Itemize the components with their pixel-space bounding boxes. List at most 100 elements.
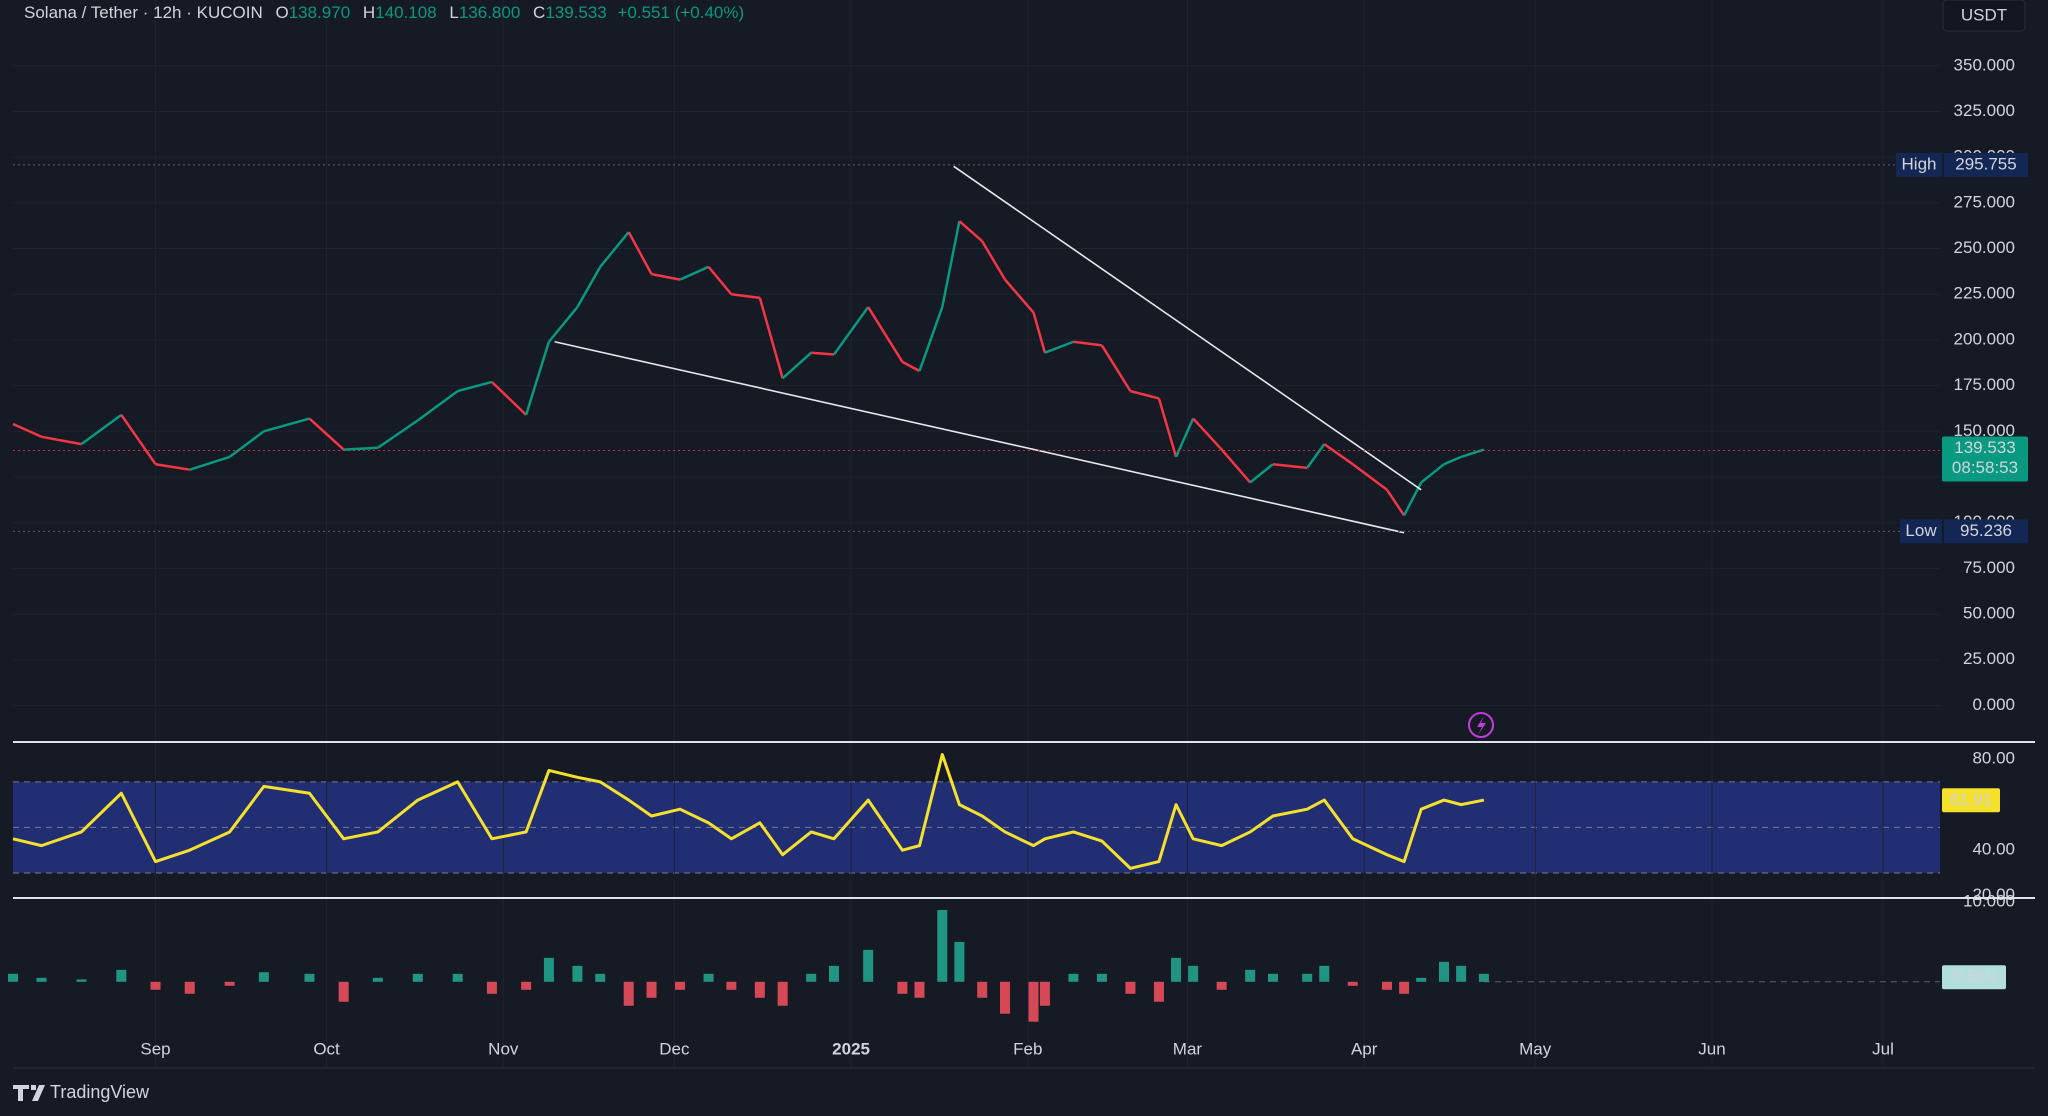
event-icon-bolt — [1477, 716, 1486, 735]
price-segment — [1044, 340, 1074, 354]
price-segment — [1272, 462, 1308, 470]
price-segment — [811, 351, 835, 356]
price-segment — [781, 351, 813, 380]
currency[interactable]: USDT — [1961, 5, 2007, 24]
low-line-value: 95.236 — [1960, 521, 2012, 540]
price-segment — [417, 390, 459, 422]
brand[interactable]: TradingView — [50, 1082, 150, 1102]
histogram-bar — [1216, 981, 1227, 990]
price-segment — [981, 240, 1007, 281]
histogram-bar — [595, 973, 606, 982]
x-tick-label: Feb — [1013, 1039, 1042, 1058]
y-tick-label: 25.000 — [1963, 649, 2015, 668]
high-line-value-tag — [1944, 152, 2028, 177]
price-segment — [679, 265, 710, 281]
price-segment — [343, 446, 378, 451]
x-tick-label: Jul — [1872, 1039, 1894, 1058]
last-price-tag — [1942, 436, 2028, 482]
histogram-bar — [1302, 973, 1313, 982]
histogram-bar — [1245, 969, 1256, 982]
histogram-bar — [777, 981, 788, 1006]
price-segment — [377, 419, 419, 449]
y-tick-label: 325.000 — [1954, 101, 2015, 120]
histogram-bar — [914, 981, 925, 998]
low-line-value-tag — [1944, 519, 2028, 544]
histogram-bar — [76, 979, 87, 982]
y-tick-label: 0.000 — [1972, 695, 2015, 714]
histogram-bar — [521, 981, 532, 990]
y-tick-label: 75.000 — [1963, 558, 2015, 577]
ohlc-key: O — [275, 3, 288, 22]
x-tick-label: Nov — [488, 1039, 519, 1058]
y-tick-label: 150.000 — [1954, 421, 2015, 440]
histogram-bar — [452, 973, 463, 982]
rsi-line — [12, 753, 1485, 870]
y-tick-label: 350.000 — [1954, 55, 2015, 74]
histogram-bar — [8, 973, 18, 982]
price-segment — [41, 435, 82, 446]
histogram-bar — [150, 981, 161, 990]
ohlc-key: C — [533, 3, 545, 22]
price-segment — [1443, 455, 1462, 466]
histogram-bar — [1096, 973, 1107, 982]
price-segment — [1323, 443, 1354, 466]
countdown: 08:58:53 — [1952, 458, 2018, 477]
price-segment — [1249, 463, 1274, 484]
histogram-bar — [726, 981, 737, 990]
histogram-bar — [36, 977, 47, 982]
histogram-bar — [977, 981, 988, 998]
brand-logo[interactable] — [13, 1085, 45, 1101]
price-segment — [651, 272, 681, 281]
x-tick-label: Mar — [1173, 1039, 1203, 1058]
y-tick-label: 225.000 — [1954, 284, 2015, 303]
price-segment — [189, 455, 231, 471]
event-icon[interactable] — [1468, 712, 1494, 738]
high-line-value: 295.755 — [1955, 154, 2016, 173]
price-segment — [1032, 312, 1047, 354]
y-tick-label: 175.000 — [1954, 375, 2015, 394]
legend-header: Solana / Tether · 12h · KUCOIN O138.970 … — [24, 3, 744, 22]
price-segment — [457, 380, 493, 393]
price-segment — [832, 306, 870, 356]
price-segment — [1073, 340, 1103, 347]
histogram-bar — [184, 981, 195, 994]
histogram-bar — [338, 981, 349, 1002]
low-line-label: Low — [1905, 521, 1937, 540]
price-segment — [1352, 463, 1388, 491]
x-tick-label: Dec — [659, 1039, 690, 1058]
histogram-bar — [304, 973, 315, 982]
price-segment — [941, 220, 961, 308]
rsi-last: 61.91 — [1950, 790, 1993, 809]
price-segment — [308, 417, 345, 451]
price-segment — [731, 293, 761, 300]
y-tick-label: 20.00 — [1972, 885, 2015, 904]
price-segment — [228, 430, 265, 458]
change: +0.551 (+0.40%) — [618, 3, 745, 22]
price-segment — [958, 220, 984, 243]
histogram-bar — [897, 981, 908, 994]
histogram-bar — [1267, 973, 1278, 982]
histogram-bar — [1438, 961, 1449, 982]
histogram-bar — [372, 977, 383, 982]
trendline — [953, 165, 1422, 491]
ohlc-key: H — [363, 3, 375, 22]
histogram-bar — [1171, 957, 1182, 982]
histogram-bar — [1416, 977, 1427, 982]
plot — [8, 164, 1940, 1022]
price-segment — [1306, 443, 1326, 469]
histogram-bar — [1039, 981, 1050, 1006]
hist-last: 0.569 — [1953, 967, 1996, 986]
y-tick-label: 10.000 — [1963, 891, 2015, 910]
ohlc-key: L — [449, 3, 458, 22]
histogram-bar — [224, 981, 235, 986]
price-segment — [1157, 398, 1178, 458]
ohlc-value: 138.970 — [289, 3, 350, 22]
x-tick-label: Jun — [1698, 1039, 1725, 1058]
currency-button[interactable] — [1942, 0, 2026, 32]
price-segment — [758, 297, 784, 379]
price-segment — [901, 360, 921, 373]
price-segment — [263, 417, 310, 433]
price-segment — [524, 341, 551, 416]
